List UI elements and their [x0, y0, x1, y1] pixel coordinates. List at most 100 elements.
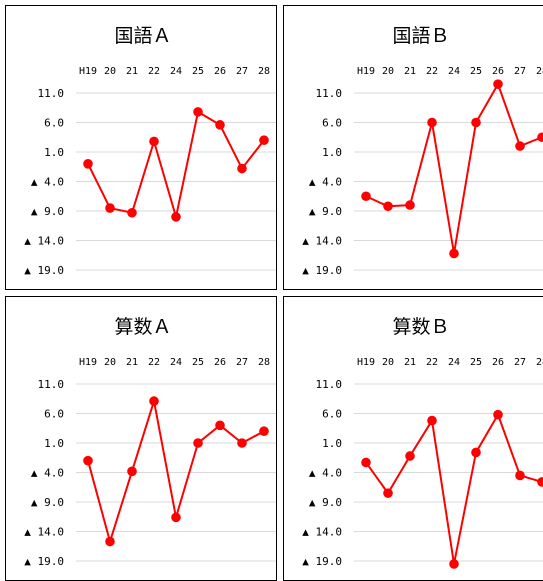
data-point	[361, 457, 371, 468]
x-tick-label: 20	[382, 357, 394, 368]
data-point	[149, 136, 159, 147]
data-point	[471, 447, 481, 458]
x-tick-label: 27	[514, 357, 526, 368]
y-tick-label: 11.0	[316, 87, 343, 100]
x-tick-label: 21	[404, 357, 416, 368]
x-tick-label: 25	[470, 66, 482, 77]
x-tick-label: 27	[236, 66, 248, 77]
chart-panel-sansu-b: 算数Ｂ H19 20 21 22 24 25 26 27 28 11.0 6.0 1.0 ▲ 4.0 ▲ 9…	[283, 296, 543, 581]
chart-panel-kokugo-a: 国語Ａ H19 20 21 22 24 25 26 27 28 11.0 6.0 1.0 ▲ 4.0 ▲ 9…	[5, 5, 277, 290]
x-tick-label: 28	[258, 66, 270, 77]
y-tick-label: ▲ 14.0	[24, 235, 64, 248]
x-tick-label: 21	[404, 66, 416, 77]
x-tick-label: 24	[448, 357, 460, 368]
series-line	[365, 83, 543, 255]
chart-panel-kokugo-b: 国語Ｂ H19 20 21 22 24 25 26 27 28 11.0 6.0 1.0 ▲ 4.0 ▲ 9…	[283, 5, 543, 290]
x-tick-label: H19	[79, 357, 97, 368]
data-point	[127, 466, 137, 477]
data-point	[383, 488, 393, 498]
x-tick-label: 20	[104, 66, 116, 77]
y-tick-label: ▲ 19.0	[302, 264, 342, 277]
y-tick-label: 1.0	[322, 146, 342, 159]
x-tick-label: 28	[258, 357, 270, 368]
y-tick-label: 1.0	[44, 146, 64, 159]
y-tick-label: ▲ 9.0	[309, 496, 342, 509]
chart-title: 算数Ａ	[114, 316, 171, 338]
data-point	[405, 451, 415, 461]
x-tick-label: 21	[126, 66, 138, 77]
x-tick-label: 24	[448, 66, 460, 77]
x-tick-label: 20	[382, 66, 394, 77]
data-point	[171, 212, 181, 222]
x-tick-label: 28	[536, 66, 543, 77]
chart-title: 算数Ｂ	[392, 316, 449, 338]
y-tick-label: 6.0	[44, 408, 64, 421]
x-tick-label: 28	[536, 357, 543, 368]
x-tick-label: H19	[79, 66, 97, 77]
chart-svg: 算数Ａ H19 20 21 22 24 25 26 27 28 11.0 6.0 1.0 ▲ 4.0 ▲ 9…	[24, 316, 276, 568]
data-point	[427, 117, 437, 128]
data-point	[537, 477, 543, 487]
y-tick-label: ▲ 14.0	[302, 526, 342, 539]
y-tick-label: 11.0	[316, 378, 343, 391]
y-tick-label: 1.0	[322, 437, 342, 450]
chart-title: 国語Ｂ	[392, 25, 449, 47]
data-point	[215, 120, 225, 130]
x-tick-label: 27	[514, 66, 526, 77]
y-tick-label: ▲ 9.0	[31, 205, 64, 218]
data-point	[171, 512, 181, 523]
data-point	[537, 132, 543, 143]
y-tick-label: ▲ 14.0	[302, 235, 342, 248]
data-point	[449, 559, 459, 569]
x-tick-label: H19	[357, 66, 375, 77]
chart-panel-sansu-a: 算数Ａ H19 20 21 22 24 25 26 27 28 11.0 6.0 1.0 ▲ 4.0 ▲ 9…	[5, 296, 277, 581]
data-point	[149, 396, 159, 406]
data-point	[515, 470, 525, 481]
x-tick-label: 21	[126, 357, 138, 368]
data-point	[259, 135, 269, 145]
data-point	[127, 207, 137, 218]
data-point	[105, 536, 115, 547]
y-tick-label: 11.0	[38, 378, 65, 391]
x-tick-label: 25	[192, 66, 204, 77]
y-tick-label: ▲ 9.0	[31, 496, 64, 509]
y-tick-label: ▲ 19.0	[302, 555, 342, 568]
series-line	[365, 413, 543, 565]
x-tick-label: 20	[104, 357, 116, 368]
x-tick-label: 25	[192, 357, 204, 368]
y-tick-label: ▲ 4.0	[309, 467, 342, 480]
x-tick-label: 27	[236, 357, 248, 368]
y-tick-label: ▲ 9.0	[309, 205, 342, 218]
y-tick-label: 6.0	[44, 117, 64, 130]
data-point	[383, 201, 393, 212]
x-tick-label: 22	[148, 357, 160, 368]
data-point	[83, 159, 93, 169]
data-point	[193, 438, 203, 448]
x-tick-label: 26	[214, 66, 226, 77]
data-point	[405, 200, 415, 210]
series-line	[87, 110, 265, 218]
y-tick-label: 1.0	[44, 437, 64, 450]
data-point	[259, 426, 269, 436]
data-point	[237, 163, 247, 174]
chart-svg: 国語Ａ H19 20 21 22 24 25 26 27 28 11.0 6.0 1.0 ▲ 4.0 ▲ 9…	[24, 25, 276, 277]
data-point	[515, 141, 525, 151]
y-tick-label: 11.0	[38, 87, 65, 100]
data-point	[493, 409, 503, 420]
x-tick-label: 24	[170, 357, 182, 368]
x-tick-label: 25	[470, 357, 482, 368]
y-tick-label: ▲ 14.0	[24, 526, 64, 539]
x-tick-label: 26	[492, 66, 504, 77]
data-point	[193, 107, 203, 117]
x-tick-label: 22	[426, 357, 438, 368]
y-tick-label: ▲ 4.0	[309, 176, 342, 189]
chart-svg: 国語Ｂ H19 20 21 22 24 25 26 27 28 11.0 6.0 1.0 ▲ 4.0 ▲ 9…	[302, 25, 543, 277]
y-tick-label: 6.0	[322, 408, 342, 421]
y-tick-label: ▲ 4.0	[31, 176, 64, 189]
data-point	[237, 438, 247, 448]
data-point	[427, 415, 437, 426]
y-tick-label: ▲ 19.0	[24, 264, 64, 277]
x-tick-label: 22	[426, 66, 438, 77]
data-point	[215, 420, 225, 431]
chart-title: 国語Ａ	[114, 25, 171, 47]
